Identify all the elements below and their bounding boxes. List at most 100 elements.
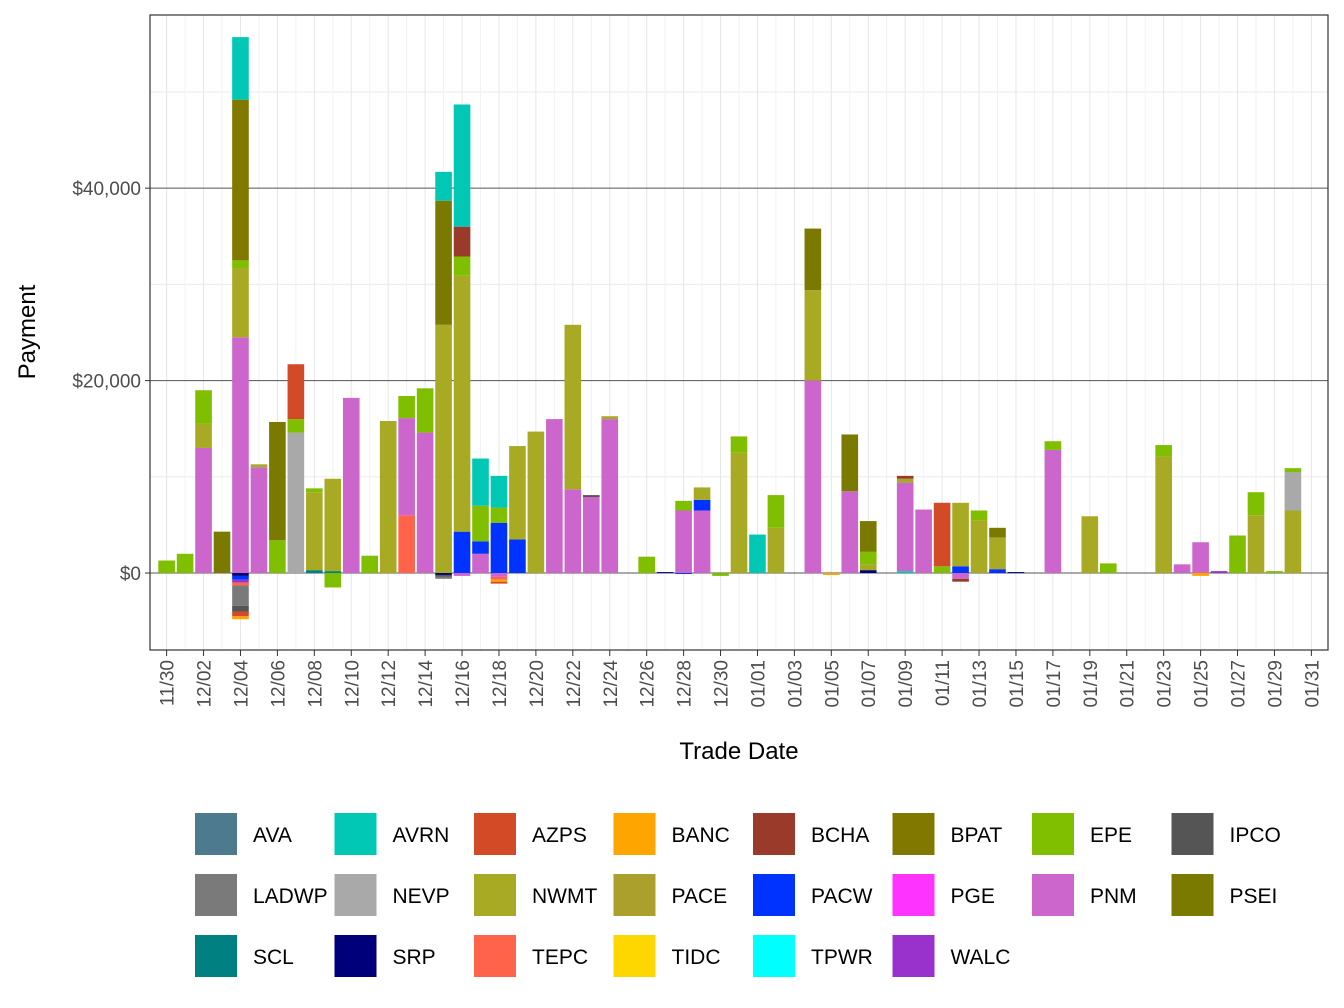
- bar-segment-pacw: [453, 531, 471, 574]
- legend-item-tpwr: TPWR: [753, 935, 873, 977]
- bar-segment-nevp: [287, 432, 305, 574]
- bar-segment-nevp: [1284, 472, 1302, 511]
- bar-segment-nwmt: [730, 452, 748, 574]
- legend-swatch: [474, 935, 516, 977]
- bar-segment-walc: [1210, 571, 1228, 574]
- bar-segment-srp: [232, 573, 249, 576]
- y-axis: $0 $20,000 $40,000: [72, 179, 150, 585]
- bar-segment-pnm: [490, 573, 508, 577]
- legend-swatch: [474, 874, 516, 916]
- legend-swatch: [892, 935, 935, 977]
- legend-item-walc: WALC: [892, 935, 1010, 977]
- bar-segment-tepc: [490, 576, 508, 580]
- bar-segment-pnm: [564, 489, 582, 574]
- x-tick-label: 01/29: [1265, 660, 1286, 708]
- legend-label: SCL: [253, 946, 294, 969]
- bar-segment-psei: [269, 421, 286, 541]
- bar-segment-tepc: [232, 582, 249, 586]
- bar-segment-pnm: [416, 432, 434, 574]
- legend-item-pnm: PNM: [1032, 874, 1137, 916]
- bar-segment-pacw: [952, 566, 969, 574]
- legend-swatch: [613, 935, 656, 977]
- x-tick-label: 12/28: [675, 660, 696, 708]
- legend-swatch: [753, 813, 795, 855]
- x-tick-label: 01/31: [1302, 660, 1323, 708]
- bar-segment-pnm: [453, 573, 471, 576]
- x-tick-label: 12/14: [416, 660, 437, 708]
- legend: AVA AVRN AZPS BANC BCHA BPAT EPE IPCO LADWP NEVP N…: [195, 813, 1281, 977]
- plot-panel-border: [149, 14, 1329, 651]
- legend-swatch: [613, 813, 656, 855]
- legend-item-epe: EPE: [1032, 813, 1132, 855]
- bar-segment-avrn: [472, 458, 489, 506]
- bar-segment-nwmt: [250, 464, 268, 468]
- legend-item-pace: PACE: [613, 874, 727, 916]
- bar-segment-nwmt: [693, 487, 711, 500]
- bar-segment-pnm: [546, 419, 563, 574]
- bar-segment-epe: [472, 505, 489, 542]
- legend-swatch: [474, 813, 516, 855]
- x-tick-label: 01/05: [822, 660, 843, 708]
- bar-segment-epe: [490, 507, 508, 523]
- bar-segment-avrn: [490, 475, 508, 508]
- bar-segment-psei: [435, 200, 452, 325]
- bar-segment-pnm: [195, 447, 212, 574]
- bar-segment-azps: [933, 502, 951, 567]
- y-tick-label: $20,000: [72, 372, 141, 393]
- bar-segment-pacw: [472, 541, 489, 554]
- x-tick-label: 12/30: [712, 660, 733, 708]
- legend-label: AZPS: [532, 824, 587, 847]
- bar-segment-nwmt: [601, 416, 619, 420]
- legend-swatch: [334, 874, 377, 916]
- x-tick-label: 12/16: [453, 660, 474, 708]
- bar-segment-pnm: [250, 467, 268, 574]
- bar-segment-pnm: [693, 510, 711, 574]
- legend-label: AVA: [253, 824, 292, 847]
- bar-segment-scl: [324, 571, 342, 574]
- bar-segment-pnm: [398, 418, 415, 516]
- legend-swatch: [195, 935, 237, 977]
- bar-segment-psei: [804, 228, 822, 291]
- x-tick-label: 01/11: [933, 660, 954, 706]
- legend-item-azps: AZPS: [474, 813, 587, 855]
- bar-segment-nwmt: [859, 564, 877, 571]
- bar-segment-epe: [970, 510, 988, 521]
- bar-segment-pnm: [1173, 564, 1191, 574]
- legend-label: PACW: [811, 885, 873, 908]
- bar-segment-pnm: [1192, 542, 1209, 574]
- bar-segment-epe: [933, 566, 951, 574]
- bar-segment-banc: [1192, 573, 1209, 576]
- bar-segment-nwmt: [952, 502, 969, 567]
- bar-segment-azps: [232, 611, 249, 617]
- x-tick-label: 01/17: [1044, 660, 1065, 708]
- bar-segment-nwmt: [1284, 510, 1302, 574]
- bar-segment-epe: [269, 540, 286, 574]
- bar-segment-srp: [1007, 572, 1025, 574]
- bar-segment-nwmt: [970, 520, 988, 574]
- bar-segment-epe: [730, 436, 748, 453]
- bar-segment-nwmt: [453, 275, 471, 532]
- x-tick-label: 01/07: [859, 660, 880, 708]
- bar-segment-nwmt: [1081, 516, 1099, 574]
- bar-segment-pacw: [232, 575, 249, 580]
- bar-segment-pnm: [472, 553, 489, 574]
- legend-item-pacw: PACW: [753, 874, 873, 916]
- legend-label: AVRN: [393, 824, 450, 847]
- x-tick-label: 11/30: [158, 660, 179, 706]
- y-axis-title: Payment: [14, 284, 41, 379]
- x-tick-label: 12/24: [601, 660, 622, 708]
- legend-item-banc: BANC: [613, 813, 730, 855]
- x-tick-label: 01/13: [970, 660, 991, 708]
- bar-segment-pacw: [490, 523, 508, 574]
- bar-segment-epe: [232, 260, 249, 269]
- x-axis: 11/30 12/02 12/04 12/06 12/08 12/10 12/12 12/14…: [158, 650, 1323, 708]
- x-tick-label: 12/08: [305, 660, 326, 708]
- bar-segment-nwmt: [564, 324, 582, 490]
- bar-segment-pnm: [804, 380, 822, 574]
- legend-item-avrn: AVRN: [334, 813, 450, 855]
- bar-segment-epe: [176, 553, 194, 574]
- bar-segment-nwmt: [1155, 456, 1172, 574]
- legend-swatch: [334, 935, 377, 977]
- bar-segment-epe: [361, 555, 379, 574]
